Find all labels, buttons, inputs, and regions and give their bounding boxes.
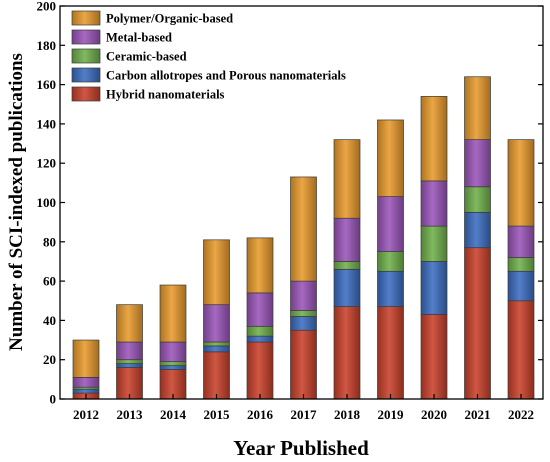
legend-item-ceramic-based: Ceramic-based xyxy=(71,48,187,64)
y-tick-label: 40 xyxy=(43,313,56,328)
legend-swatch xyxy=(71,67,101,83)
y-tick-label: 20 xyxy=(43,352,56,367)
bar-polymer-organic-based-2018 xyxy=(333,139,361,219)
bar-carbon-allotropes-and-porous-nanomaterials-2015 xyxy=(203,345,230,353)
legend-item-metal-based: Metal-based xyxy=(71,29,172,45)
y-tick-label: 160 xyxy=(37,77,57,92)
y-axis-title: Number of SCI-indexed publications xyxy=(6,53,27,351)
bar-carbon-allotropes-and-porous-nanomaterials-2017 xyxy=(290,316,317,331)
bar-ceramic-based-2015 xyxy=(203,341,230,347)
bar-polymer-organic-based-2013 xyxy=(116,304,143,343)
legend-label: Hybrid nanomaterials xyxy=(106,88,225,102)
bar-hybrid-nanomaterials-2015 xyxy=(203,351,230,400)
x-axis-title: Year Published xyxy=(233,436,369,460)
legend: Polymer/Organic-based Metal-based Ceramic-… xyxy=(71,10,346,102)
bar-hybrid-nanomaterials-2013 xyxy=(116,367,143,400)
y-tick-label: 120 xyxy=(37,156,57,171)
bar-ceramic-based-2019 xyxy=(377,251,404,272)
bar-hybrid-nanomaterials-2017 xyxy=(290,329,317,400)
bar-polymer-organic-based-2012 xyxy=(72,339,100,378)
x-tick-label-2013: 2013 xyxy=(117,407,144,422)
y-tick-label: 180 xyxy=(37,38,57,53)
x-tick-label-2020: 2020 xyxy=(421,407,447,422)
bar-carbon-allotropes-and-porous-nanomaterials-2021 xyxy=(464,211,491,249)
bar-polymer-organic-based-2016 xyxy=(246,237,274,294)
bar-hybrid-nanomaterials-2021 xyxy=(464,247,491,400)
bar-hybrid-nanomaterials-2020 xyxy=(420,314,448,400)
bar-carbon-allotropes-and-porous-nanomaterials-2016 xyxy=(246,335,274,343)
bar-metal-based-2017 xyxy=(290,280,317,311)
bar-metal-based-2013 xyxy=(116,341,143,361)
legend-item-carbon-allotropes-and-porous-nanomaterials: Carbon allotropes and Porous nanomateria… xyxy=(71,67,346,83)
legend-swatch xyxy=(71,86,101,102)
bar-hybrid-nanomaterials-2022 xyxy=(507,300,535,400)
bar-carbon-allotropes-and-porous-nanomaterials-2022 xyxy=(507,270,535,302)
bar-polymer-organic-based-2021 xyxy=(464,76,491,140)
bar-metal-based-2019 xyxy=(377,196,404,252)
x-tick-label-2016: 2016 xyxy=(247,407,274,422)
legend-swatch xyxy=(71,10,101,26)
legend-label: Metal-based xyxy=(106,31,172,45)
legend-label: Carbon allotropes and Porous nanomateria… xyxy=(106,69,346,83)
bar-ceramic-based-2021 xyxy=(464,186,491,213)
bar-metal-based-2021 xyxy=(464,139,491,188)
y-tick-label: 0 xyxy=(50,392,57,407)
bar-ceramic-based-2018 xyxy=(333,261,361,270)
bar-ceramic-based-2020 xyxy=(420,225,448,262)
bar-hybrid-nanomaterials-2018 xyxy=(333,306,361,400)
bar-ceramic-based-2017 xyxy=(290,310,317,317)
bar-carbon-allotropes-and-porous-nanomaterials-2013 xyxy=(116,363,143,368)
bar-metal-based-2016 xyxy=(246,292,274,327)
legend-swatch xyxy=(71,29,101,45)
legend-label: Ceramic-based xyxy=(106,50,187,64)
bar-metal-based-2015 xyxy=(203,304,230,343)
bar-ceramic-based-2022 xyxy=(507,257,535,272)
x-tick-label-2014: 2014 xyxy=(160,407,187,422)
x-tick-label-2021: 2021 xyxy=(465,407,491,422)
bar-ceramic-based-2013 xyxy=(116,359,143,364)
bar-hybrid-nanomaterials-2019 xyxy=(377,306,404,400)
bar-hybrid-nanomaterials-2016 xyxy=(246,341,274,400)
x-tick-label-2022: 2022 xyxy=(508,407,534,422)
bar-ceramic-based-2016 xyxy=(246,325,274,337)
bar-carbon-allotropes-and-porous-nanomaterials-2019 xyxy=(377,270,404,307)
bar-metal-based-2014 xyxy=(159,341,187,363)
axis-layer: 0 20 40 60 80 100 120 140 160 180 200 2012 2013 2014 2… xyxy=(37,0,543,422)
bar-metal-based-2012 xyxy=(72,377,100,388)
bar-metal-based-2018 xyxy=(333,217,361,262)
x-tick-label-2017: 2017 xyxy=(291,407,318,422)
bar-polymer-organic-based-2015 xyxy=(203,239,230,306)
legend-item-hybrid-nanomaterials: Hybrid nanomaterials xyxy=(71,86,225,102)
x-tick-label-2018: 2018 xyxy=(334,407,361,422)
y-tick-label: 60 xyxy=(43,274,56,289)
bar-polymer-organic-based-2017 xyxy=(290,176,317,282)
legend-item-polymer-organic-based: Polymer/Organic-based xyxy=(71,10,233,26)
bar-carbon-allotropes-and-porous-nanomaterials-2014 xyxy=(159,365,187,370)
x-tick-label-2019: 2019 xyxy=(378,407,405,422)
bar-polymer-organic-based-2020 xyxy=(420,96,448,182)
y-tick-label: 200 xyxy=(37,0,57,14)
bar-metal-based-2020 xyxy=(420,180,448,227)
x-tick-label-2015: 2015 xyxy=(204,407,231,422)
bar-carbon-allotropes-and-porous-nanomaterials-2018 xyxy=(333,268,361,307)
y-tick-label: 100 xyxy=(37,195,57,210)
y-tick-label: 140 xyxy=(37,116,57,131)
y-tick-label: 80 xyxy=(43,234,56,249)
bar-carbon-allotropes-and-porous-nanomaterials-2020 xyxy=(420,261,448,315)
bar-ceramic-based-2014 xyxy=(159,361,187,366)
bars-layer xyxy=(72,76,535,400)
x-tick-label-2012: 2012 xyxy=(73,407,99,422)
bar-polymer-organic-based-2019 xyxy=(377,119,404,197)
bar-polymer-organic-based-2022 xyxy=(507,139,535,227)
bar-carbon-allotropes-and-porous-nanomaterials-2012 xyxy=(72,388,100,394)
bar-metal-based-2022 xyxy=(507,225,535,258)
bar-polymer-organic-based-2014 xyxy=(159,284,187,343)
legend-swatch xyxy=(71,48,101,64)
legend-label: Polymer/Organic-based xyxy=(106,12,233,26)
